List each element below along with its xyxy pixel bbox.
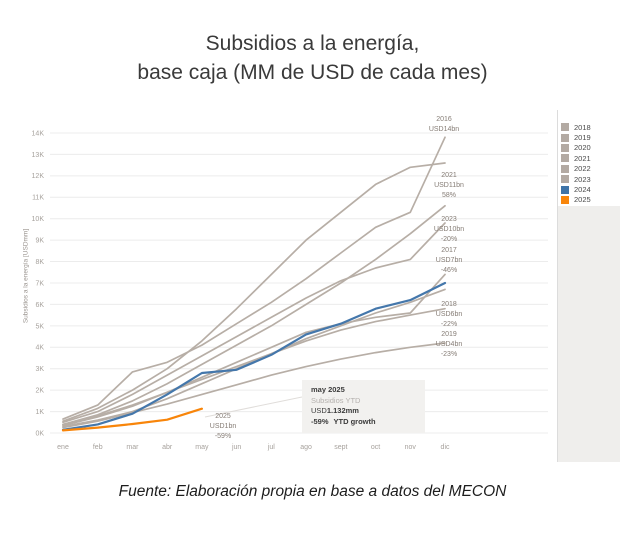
legend-item-2018[interactable]: 2018 (561, 122, 591, 132)
x-tick-ene: ene (57, 444, 69, 451)
x-tick-oct: oct (371, 444, 380, 451)
legend-swatch-icon (561, 185, 569, 194)
legend-label: 2021 (574, 153, 591, 163)
y-tick-label: 9K (35, 238, 44, 245)
y-tick-label: 6K (35, 302, 44, 309)
legend-swatch-icon (561, 154, 569, 163)
chart-line-2023[interactable] (62, 222, 446, 424)
chart-line-2025[interactable] (61, 407, 203, 432)
tooltip-subtitle: Subsidios YTD (311, 395, 361, 405)
y-tick-label: 3K (35, 366, 44, 373)
chart-line-2018[interactable] (62, 307, 446, 426)
legend-label: 2018 (574, 122, 591, 132)
y-tick-label: 11K (32, 195, 44, 202)
y-tick-label: 14K (32, 130, 45, 137)
legend-label: 2022 (574, 164, 591, 174)
y-tick-label: 7K (35, 280, 44, 287)
tooltip: may 2025 Subsidios YTD USD1.132mm -59% YT… (302, 380, 425, 433)
line-chart: 0K 1K 2K 3K 4K 5K 6K 7K 8K 9K 10K 11K 12K 13K 14K ene fe… (32, 130, 548, 451)
y-tick-label: 2K (35, 388, 44, 395)
chart-title-line1: Subsidios a la energía, (205, 32, 420, 55)
legend-swatch-icon (561, 164, 569, 173)
y-tick-label: 5K (35, 323, 44, 330)
chart-line-2022[interactable] (62, 162, 446, 423)
chart-line-2021[interactable] (62, 204, 446, 426)
source-caption: Fuente: Elaboración propia en base a dat… (118, 483, 507, 500)
annotation-2019: 2019 USD4bn -23% (435, 331, 463, 358)
legend-item-2022[interactable]: 2022 (561, 164, 591, 174)
y-tick-label: 1K (35, 409, 44, 416)
annotation-2021: 2021 USD11bn 58% (434, 172, 464, 199)
legend-swatch-icon (561, 195, 569, 204)
legend-label: 2019 (574, 133, 591, 143)
x-tick-jun: jun (231, 444, 241, 451)
x-tick-nov: nov (405, 444, 417, 451)
annotation-2025: 2025 USD1bn -59% (209, 413, 237, 440)
y-tick-label: 0K (35, 430, 44, 437)
legend-item-2024[interactable]: 2024 (561, 184, 591, 194)
legend-item-2020[interactable]: 2020 (561, 143, 591, 153)
x-tick-dic: dic (441, 444, 450, 451)
legend-divider (557, 110, 558, 462)
tooltip-connector (204, 396, 303, 418)
annotation-2017: 2017 USD7bn -46% (435, 247, 463, 274)
chart-line-2019[interactable] (62, 342, 446, 429)
legend-item-2021[interactable]: 2021 (561, 153, 591, 163)
y-tick-label: 8K (35, 259, 44, 266)
y-tick-label: 10K (32, 216, 45, 223)
legend-swatch-icon (561, 175, 569, 184)
legend-label: 2023 (574, 174, 591, 184)
legend-item-2023[interactable]: 2023 (561, 174, 591, 184)
tooltip-growth: -59% YTD growth (311, 416, 376, 426)
x-tick-abr: abr (162, 444, 173, 451)
chart-title-line2: base caja (MM de USD de cada mes) (137, 61, 488, 84)
legend: 2018 2019 2020 2021 2022 2023 2024 2025 (561, 122, 591, 205)
legend-item-2019[interactable]: 2019 (561, 132, 591, 142)
chart-line-2016[interactable] (62, 136, 446, 420)
x-tick-ago: ago (300, 444, 312, 451)
legend-swatch-icon (561, 123, 569, 132)
chart-line-2017[interactable] (62, 273, 446, 427)
annotation-2023: 2023 USD10bn -20% (433, 216, 465, 243)
legend-swatch-icon (561, 133, 569, 142)
y-tick-label: 4K (35, 345, 44, 352)
annotation-2016: 2016 USD14bn (428, 116, 460, 133)
chart-line-2024[interactable] (61, 281, 447, 431)
legend-label: 2020 (574, 143, 591, 153)
legend-label: 2025 (574, 195, 591, 205)
tooltip-value: USD1.132mm (311, 406, 359, 415)
legend-swatch-icon (561, 143, 569, 152)
legend-item-2025[interactable]: 2025 (561, 195, 591, 205)
annotation-2018: 2018 USD6bn -22% (435, 301, 463, 328)
legend-panel-background (558, 206, 620, 462)
x-tick-sept: sept (334, 444, 347, 451)
y-tick-label: 13K (32, 152, 45, 159)
x-tick-jul: jul (267, 444, 275, 451)
x-tick-mar: mar (126, 444, 139, 451)
tooltip-title: may 2025 (311, 385, 345, 394)
x-tick-may: may (195, 444, 209, 451)
legend-label: 2024 (574, 185, 591, 195)
chart-title: Subsidios a la energía, base caja (MM de… (0, 29, 625, 87)
x-tick-feb: feb (93, 444, 103, 451)
y-tick-label: 12K (32, 173, 45, 180)
